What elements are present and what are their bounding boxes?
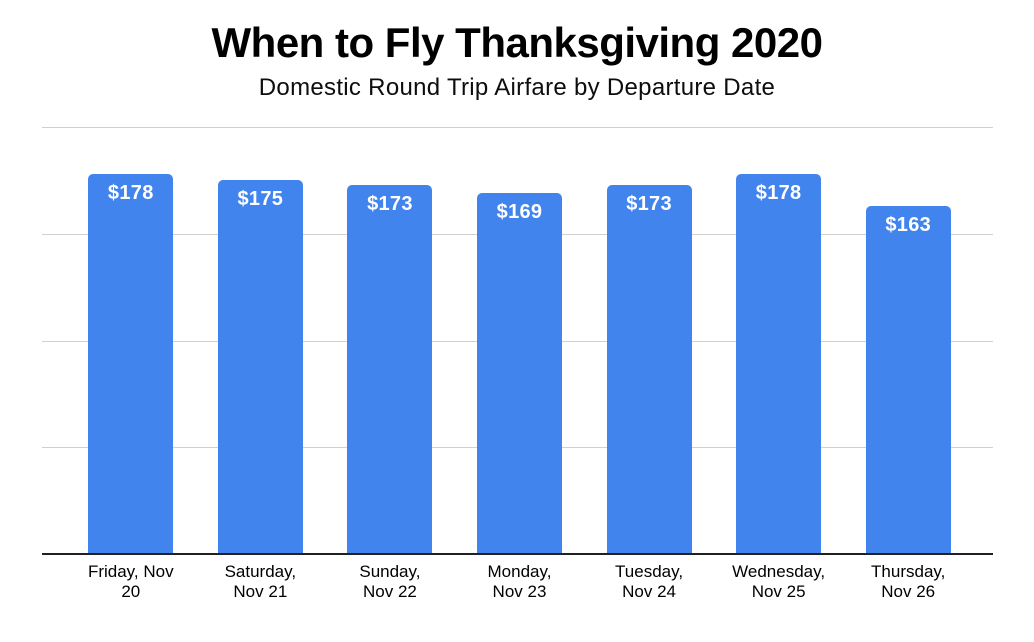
x-axis-label-line: Tuesday, — [615, 562, 684, 581]
x-axis-label-line: Wednesday, — [732, 562, 826, 581]
x-axis-label-line: Nov 23 — [492, 582, 547, 601]
x-axis-label-line: Nov 22 — [362, 582, 417, 601]
x-axis-label: Monday, Nov 23 — [455, 562, 585, 602]
gridline — [42, 127, 993, 128]
bar-monday-nov-23[interactable]: $169 — [477, 193, 562, 554]
x-axis-label-line: Monday, — [487, 562, 552, 581]
x-axis-label-line: Nov 21 — [233, 582, 288, 601]
bar-value-label: $173 — [626, 192, 672, 215]
plot-area: $178 $175 $173 $169 $173 $178 $163 — [42, 127, 993, 555]
bar-saturday-nov-21[interactable]: $175 — [217, 180, 303, 554]
bar-sunday-nov-22[interactable]: $173 — [347, 184, 433, 554]
x-axis-label: Saturday, Nov 21 — [196, 562, 326, 602]
x-axis-label-line: Thursday, — [871, 562, 946, 581]
x-axis-label-line: Nov 26 — [881, 582, 936, 601]
x-axis-label-line: Nov 24 — [622, 582, 676, 601]
bar-wednesday-nov-25[interactable]: $178 — [736, 173, 822, 554]
bar-value-label: $169 — [496, 201, 543, 224]
bar-value-label: $173 — [367, 192, 413, 215]
bar-value-label: $178 — [755, 181, 802, 204]
x-axis-label: Friday, Nov 20 — [66, 562, 196, 602]
bar-tuesday-nov-24[interactable]: $173 — [606, 184, 692, 554]
x-axis-label-line: Friday, Nov — [87, 562, 174, 581]
bar-friday-nov-20[interactable]: $178 — [88, 173, 174, 554]
x-axis-label-line: Nov 25 — [751, 582, 806, 601]
x-axis-label: Tuesday, Nov 24 — [584, 562, 714, 602]
x-axis-label-line: Saturday, — [224, 562, 297, 581]
x-axis-label: Wednesday, Nov 25 — [714, 562, 844, 602]
chart-title: When to Fly Thanksgiving 2020 — [211, 19, 823, 66]
bar-value-label: $178 — [107, 181, 154, 204]
bar-value-label: $175 — [237, 188, 284, 211]
x-axis-label: Thursday, Nov 26 — [843, 562, 973, 602]
bar-thursday-nov-26[interactable]: $163 — [865, 206, 951, 554]
x-axis-label: Sunday, Nov 22 — [325, 562, 455, 602]
x-axis-label-line: Sunday, — [359, 562, 421, 581]
x-axis-label-line: 20 — [121, 582, 141, 601]
chart-subtitle: Domestic Round Trip Airfare by Departure… — [258, 74, 776, 101]
x-axis-line — [42, 553, 993, 555]
bar-value-label: $163 — [885, 214, 932, 236]
